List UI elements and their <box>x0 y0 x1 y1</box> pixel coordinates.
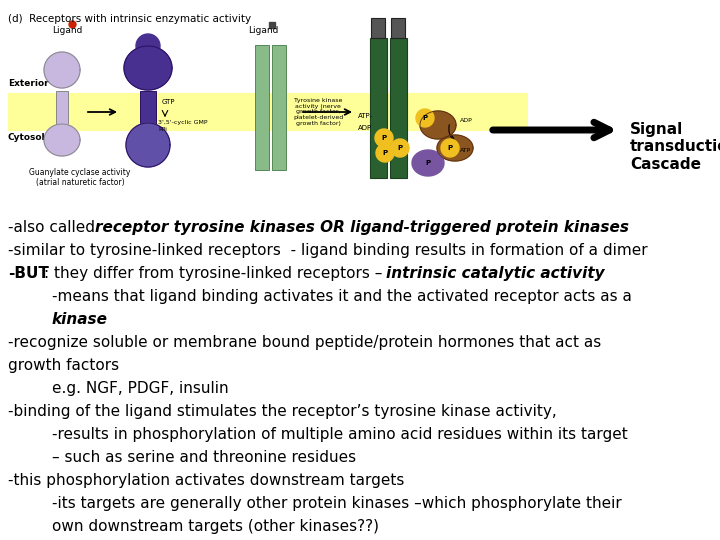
Text: intrinsic catalytic activity: intrinsic catalytic activity <box>386 266 605 281</box>
Bar <box>255 45 269 170</box>
Bar <box>8 93 528 131</box>
Text: e.g. NGF, PDGF, insulin: e.g. NGF, PDGF, insulin <box>52 381 229 396</box>
Text: -BUT: -BUT <box>8 266 49 281</box>
Bar <box>56 91 68 133</box>
Bar <box>272 45 286 170</box>
Bar <box>390 38 407 178</box>
Polygon shape <box>136 34 160 58</box>
Text: ATP-: ATP- <box>358 113 373 119</box>
Text: Signal
transduction
Cascade: Signal transduction Cascade <box>630 122 720 172</box>
Text: -recognize soluble or membrane bound peptide/protein hormones that act as: -recognize soluble or membrane bound pep… <box>8 335 601 350</box>
Polygon shape <box>441 139 459 157</box>
Text: ADP: ADP <box>460 118 473 123</box>
Bar <box>370 38 387 178</box>
Text: -means that ligand binding activates it and the activated receptor acts as a: -means that ligand binding activates it … <box>52 289 632 304</box>
Text: Guanylate cyclase activity
(atrial naturetic factor): Guanylate cyclase activity (atrial natur… <box>30 168 131 187</box>
Text: P: P <box>382 150 387 156</box>
Polygon shape <box>126 123 170 167</box>
Text: Cytosol: Cytosol <box>8 133 45 143</box>
Text: P: P <box>447 145 453 151</box>
Polygon shape <box>375 129 393 147</box>
Polygon shape <box>391 139 409 157</box>
Polygon shape <box>124 46 172 90</box>
Polygon shape <box>416 109 434 127</box>
Text: P: P <box>423 115 428 121</box>
Text: 3',5'-cyclic GMP: 3',5'-cyclic GMP <box>158 120 207 125</box>
Bar <box>391 18 405 38</box>
Text: GTP: GTP <box>162 99 176 105</box>
Bar <box>371 18 385 38</box>
Text: own downstream targets (other kinases??): own downstream targets (other kinases??) <box>52 519 379 534</box>
Text: ATP: ATP <box>460 148 472 153</box>
Text: Ligand: Ligand <box>52 26 82 35</box>
Polygon shape <box>437 135 473 161</box>
Text: Exterior: Exterior <box>8 79 49 89</box>
Text: Tyrosine kinase
activity (nerve
growth factor,
platelet-derived
growth factor): Tyrosine kinase activity (nerve growth f… <box>293 98 343 126</box>
Text: P: P <box>397 145 402 151</box>
Text: : they differ from tyrosine-linked receptors –: : they differ from tyrosine-linked recep… <box>44 266 387 281</box>
Text: growth factors: growth factors <box>8 358 119 373</box>
Text: P: P <box>426 160 431 166</box>
Polygon shape <box>420 111 456 139</box>
Text: P: P <box>382 135 387 141</box>
Polygon shape <box>44 124 80 156</box>
Text: receptor tyrosine kinases OR ligand-triggered protein kinases: receptor tyrosine kinases OR ligand-trig… <box>95 220 629 235</box>
Bar <box>140 91 156 134</box>
Text: -similar to tyrosine-linked receptors  - ligand binding results in formation of : -similar to tyrosine-linked receptors - … <box>8 243 647 258</box>
Text: (d)  Receptors with intrinsic enzymatic activity: (d) Receptors with intrinsic enzymatic a… <box>8 14 251 24</box>
Text: kinase: kinase <box>52 312 108 327</box>
Text: ADP: ADP <box>358 125 372 131</box>
Text: -this phosphorylation activates downstream targets: -this phosphorylation activates downstre… <box>8 473 405 488</box>
Text: -results in phosphorylation of multiple amino acid residues within its target: -results in phosphorylation of multiple … <box>52 427 628 442</box>
Polygon shape <box>44 52 80 88</box>
Text: -binding of the ligand stimulates the receptor’s tyrosine kinase activity,: -binding of the ligand stimulates the re… <box>8 404 557 419</box>
Polygon shape <box>412 150 444 176</box>
Text: PPi: PPi <box>158 127 167 132</box>
Text: -also called: -also called <box>8 220 100 235</box>
Text: -its targets are generally other protein kinases –which phosphorylate their: -its targets are generally other protein… <box>52 496 622 511</box>
Text: Ligand: Ligand <box>248 26 279 35</box>
Text: – such as serine and threonine residues: – such as serine and threonine residues <box>52 450 356 465</box>
Polygon shape <box>376 144 394 162</box>
